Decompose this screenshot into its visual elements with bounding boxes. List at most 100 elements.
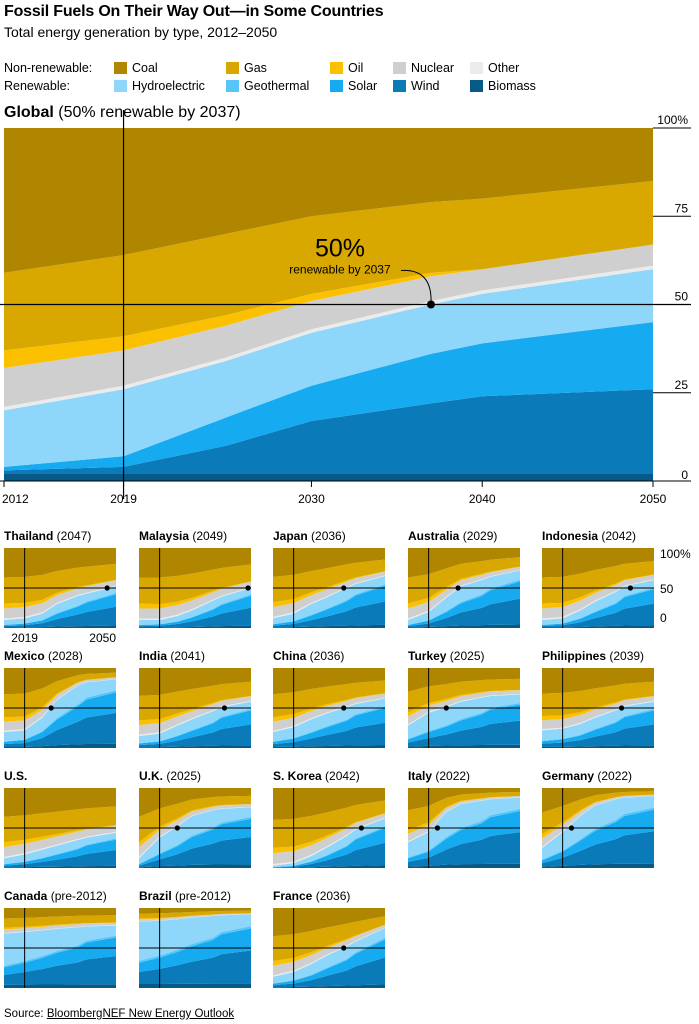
country-malaysia-area-solar [139,595,251,627]
country-note-philippines: (2039) [606,649,645,663]
country-indonesia-area-solar [542,589,654,627]
country-japan-area-coal [273,548,385,577]
country-china-area-biomass [273,745,385,748]
country-title-indonesia: Indonesia (2042) [542,529,636,543]
global-area-hydroelectric [4,269,653,467]
country-mexico-area-wind [4,712,116,748]
country-chart-india [139,668,251,748]
country-note-france: (2036) [312,889,351,903]
country-germany-area-hydroelectric [542,796,654,860]
country-name-indonesia: Indonesia [542,529,599,543]
country-title-philippines: Philippines (2039) [542,649,644,663]
country-indonesia-area-gas [542,561,654,604]
chart-subtitle: Total energy generation by type, 2012–20… [4,24,278,40]
country-australia-area-coal [408,548,520,578]
country-thailand-area-nuclear [4,580,116,619]
country-s-korea-area-hydroelectric [273,818,385,868]
country-crossover-dot-turkey [443,705,449,711]
country-turkey-area-wind [408,720,520,747]
country-note-germany: (2022) [594,769,633,783]
country-indonesia-area-oil [542,574,654,609]
country-u-k-area-nuclear [139,804,251,857]
country-crossover-dot-india [221,705,228,711]
country-u-k-area-hydroelectric [139,807,251,865]
country-u-s-area-nuclear [4,825,116,857]
country-mexico-area-gas [4,672,116,718]
country-india-area-coal [139,668,251,696]
country-india-area-biomass [139,745,251,748]
country-germany-area-wind [542,831,654,867]
country-australia-area-hydroelectric [408,570,520,625]
country-crossover-dot-philippines [618,705,625,711]
country-crossover-dot-australia [455,585,461,591]
source-link[interactable]: BloombergNEF New Energy Outlook [46,1008,235,1020]
country-philippines-area-nuclear [542,696,654,730]
legend-swatch-hydroelectric [114,80,127,92]
country-title-germany: Germany (2022) [542,769,632,783]
country-name-turkey: Turkey [408,649,447,663]
country-thailand-area-oil [4,579,116,609]
country-italy-area-hydroelectric [408,797,520,858]
country-note-s-korea: (2042) [321,769,360,783]
country-france-area-wind [273,957,385,988]
country-canada-area-wind [4,956,116,985]
country-name-u-k: U.K. [139,769,163,783]
country-chart-canada [4,908,116,988]
country-australia-area-oil [408,566,520,609]
global-area-oil [4,244,653,369]
country-thailand-area-gas [4,563,116,604]
country-title-india: India (2041) [139,649,205,663]
country-crossover-dot-thailand [104,585,110,591]
country-chart-australia [408,548,520,628]
country-australia-area-geothermal [408,579,520,625]
legend-swatch-biomass [470,80,483,92]
country-philippines-area-solar [542,710,654,744]
legend-nonrenewable-row: Non-renewable: Coal Gas Oil Nuclear Othe… [4,61,520,75]
country-australia-area-solar [408,581,520,627]
global-area-other [4,265,653,411]
country-chart-malaysia [139,548,251,628]
country-title-france: France (2036) [273,889,350,903]
country-thailand-area-wind [4,606,116,628]
country-malaysia-area-gas [139,564,251,605]
country-china-area-oil [273,693,385,722]
global-annotation-leader [400,269,432,305]
country-chart-france [273,908,385,988]
country-u-k-area-wind [139,836,251,868]
country-canada-area-nuclear [4,922,116,934]
country-note-malaysia: (2049) [189,529,228,543]
country-india-area-hydroelectric [139,701,251,744]
country-note-china: (2036) [306,649,345,663]
country-u-s-area-other [4,831,116,859]
country-turkey-area-hydroelectric [408,694,520,739]
small-y-label-100: 100% [660,547,691,561]
country-mexico-area-biomass [4,743,116,748]
country-s-korea-area-biomass [273,865,385,868]
country-italy-area-gas [408,791,520,830]
country-crossover-dot-germany [568,825,575,831]
global-area-solar [4,322,653,471]
country-mexico-area-coal [4,668,116,695]
country-indonesia-area-wind [542,603,654,628]
country-u-s-area-gas [4,806,116,843]
country-germany-area-biomass [542,863,654,868]
country-china-area-geothermal [273,706,385,742]
country-germany-area-solar [542,809,654,864]
global-area-biomass [4,473,653,481]
country-india-area-solar [139,710,251,746]
country-crossover-dot-malaysia [245,585,251,591]
country-france-area-gas [273,916,385,961]
global-chart: 0 25 50 75 100% 2012 2019 2030 2040 2050 50%renewa… [0,110,691,506]
global-area-gas [4,180,653,351]
country-u-s-area-oil [4,825,116,848]
global-area-wind [4,389,653,474]
country-s-korea-area-solar [273,827,385,868]
global-y-label-0: 0 [681,468,688,482]
country-china-area-other [273,697,385,732]
country-thailand-area-hydroelectric [4,586,116,625]
country-germany-area-gas [542,791,654,835]
country-u-s-area-biomass [4,865,116,868]
country-title-mexico: Mexico (2028) [4,649,83,663]
legend-nonrenewable-label: Non-renewable: [4,61,93,75]
legend-renewable-row: Renewable: Hydroelectric Geothermal Sola… [4,79,536,93]
